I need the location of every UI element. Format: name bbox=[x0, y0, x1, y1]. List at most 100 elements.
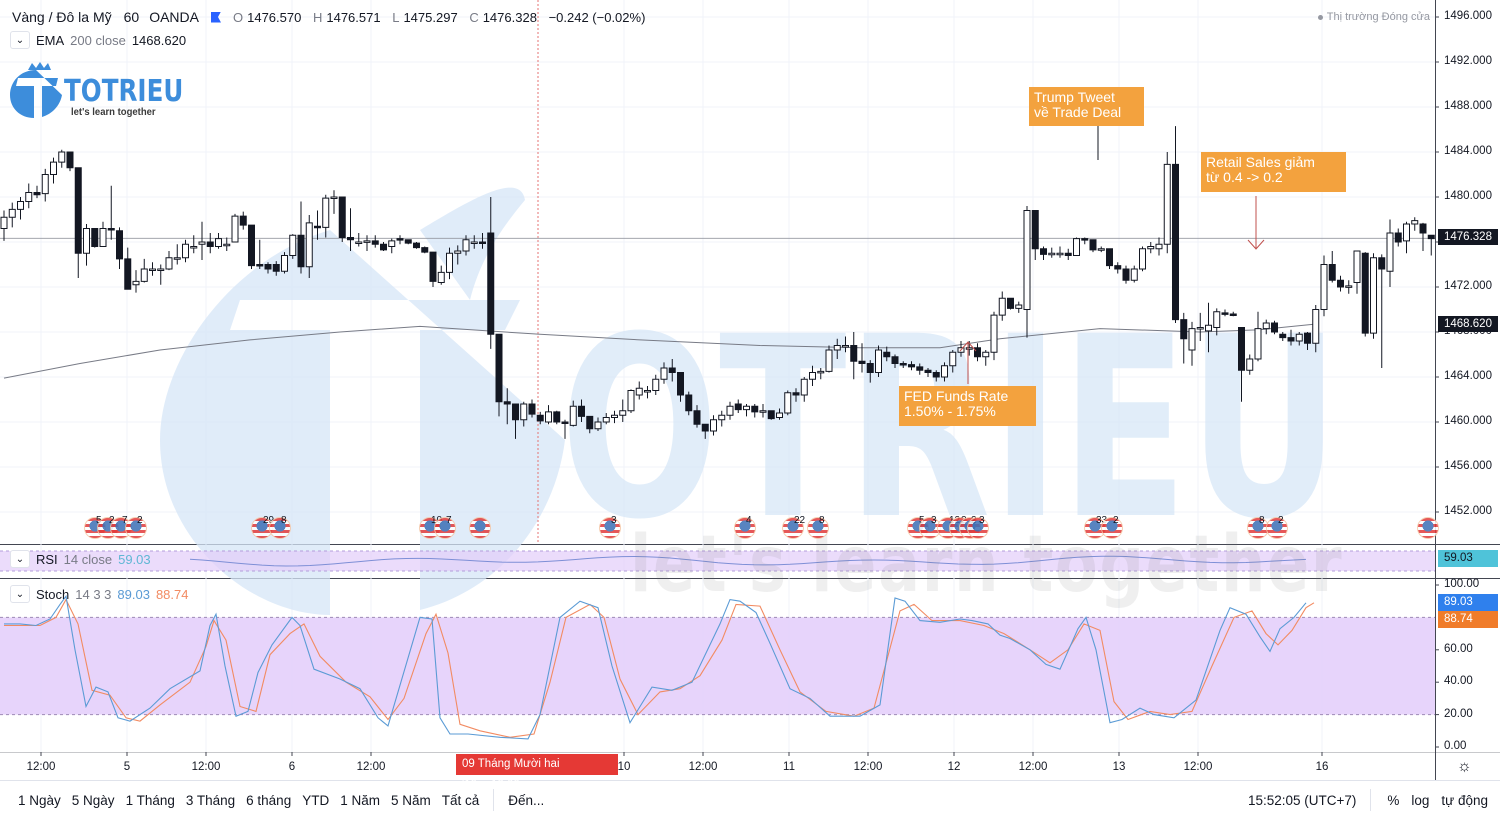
flag-icon[interactable] bbox=[210, 11, 221, 23]
ema-name[interactable]: EMA bbox=[36, 32, 65, 48]
us-flag-event-icon[interactable] bbox=[469, 517, 491, 539]
range-3-months[interactable]: 3 Tháng bbox=[185, 792, 236, 808]
range-6-months[interactable]: 6 tháng bbox=[246, 792, 292, 808]
range-ytd[interactable]: YTD bbox=[302, 792, 330, 808]
candle-up bbox=[1353, 250, 1361, 283]
symbol-name[interactable]: Vàng / Đô la Mỹ bbox=[12, 9, 112, 25]
us-flag-event-icon[interactable] bbox=[125, 517, 147, 539]
range-1-month[interactable]: 1 Tháng bbox=[125, 792, 175, 808]
range-1-day[interactable]: 1 Ngày bbox=[18, 792, 61, 808]
us-flag-event-icon[interactable] bbox=[734, 517, 756, 539]
time-axis-label: 12 bbox=[947, 761, 961, 773]
candle-down bbox=[272, 264, 280, 272]
candle-down bbox=[792, 392, 800, 396]
candle-up bbox=[842, 345, 849, 348]
us-flag-event-icon[interactable] bbox=[1417, 517, 1439, 539]
market-status-text: Thị trường Đóng cửa bbox=[1326, 11, 1430, 23]
candle-up bbox=[231, 215, 239, 243]
range-5-days[interactable]: 5 Ngày bbox=[71, 792, 115, 808]
clock[interactable]: 15:52:05 (UTC+7) bbox=[1247, 792, 1357, 808]
us-flag-event-icon[interactable] bbox=[599, 517, 621, 539]
candle-down bbox=[264, 264, 272, 270]
candle-down bbox=[1229, 313, 1237, 316]
candle-down bbox=[503, 401, 511, 405]
stoch-axis-tick: 100.00 bbox=[1444, 578, 1480, 590]
candle-up bbox=[388, 240, 396, 247]
candle-down bbox=[495, 333, 503, 403]
goto-date-button[interactable]: Đến... bbox=[508, 792, 545, 808]
bottom-toolbar: 1 Ngày 5 Ngày 1 Tháng 3 Tháng 6 tháng YT… bbox=[0, 780, 1500, 820]
candle-down bbox=[487, 232, 495, 335]
stoch-axis-tick: 40.00 bbox=[1444, 675, 1473, 688]
us-flag-event-icon[interactable] bbox=[1266, 517, 1288, 539]
candle-up bbox=[1097, 248, 1105, 251]
candle-up bbox=[0, 216, 8, 229]
brand-logo: TOTRIEU let's learn together bbox=[8, 62, 183, 122]
candle-up bbox=[454, 250, 462, 254]
time-axis-label: 12:00 bbox=[356, 761, 386, 773]
candle-up bbox=[644, 390, 651, 393]
candle-down bbox=[536, 414, 544, 422]
candle-up bbox=[833, 345, 841, 351]
annotation-fed-funds-rate[interactable]: FED Funds Rate 1.50% - 1.75% bbox=[899, 386, 1036, 426]
time-axis-label: 5 bbox=[123, 761, 131, 773]
candle-up bbox=[58, 151, 66, 163]
log-toggle[interactable]: log bbox=[1411, 792, 1430, 808]
candle-down bbox=[421, 247, 429, 253]
us-flag-event-icon[interactable] bbox=[1101, 517, 1123, 539]
annotation-line: Retail Sales giảm bbox=[1206, 154, 1315, 170]
annotation-line: về Trade Deal bbox=[1034, 104, 1122, 120]
change-value: −0.242 (−0.02%) bbox=[548, 9, 646, 25]
candle-up bbox=[726, 405, 734, 416]
rsi-name[interactable]: RSI bbox=[36, 551, 58, 567]
stoch-collapse-chevron-icon[interactable]: ⌄ bbox=[10, 585, 30, 603]
us-flag-event-icon[interactable] bbox=[782, 517, 804, 539]
price-axis-tick: 1484.000 bbox=[1444, 145, 1492, 157]
candle-down bbox=[1089, 239, 1097, 251]
us-flag-event-icon[interactable] bbox=[434, 517, 456, 539]
candle-down bbox=[297, 234, 305, 268]
logo-tagline: let's learn together bbox=[71, 107, 156, 118]
bottom-right-controls: 15:52:05 (UTC+7) % log tự động bbox=[1236, 780, 1488, 820]
percent-toggle[interactable]: % bbox=[1387, 792, 1400, 808]
candle-up bbox=[1155, 243, 1163, 250]
event-count: 8 bbox=[819, 515, 825, 526]
candle-up bbox=[652, 378, 660, 391]
low-value: 1475.297 bbox=[403, 9, 458, 25]
candle-down bbox=[248, 224, 255, 267]
candle-down bbox=[1031, 210, 1039, 250]
candle-up bbox=[1295, 333, 1303, 342]
event-count: 3 bbox=[979, 515, 985, 526]
rsi-collapse-chevron-icon[interactable]: ⌄ bbox=[10, 550, 30, 568]
us-flag-event-icon[interactable] bbox=[967, 517, 989, 539]
range-all[interactable]: Tất cả bbox=[441, 792, 480, 808]
ema-collapse-chevron-icon[interactable]: ⌄ bbox=[10, 31, 30, 49]
price-axis-tick: 1472.000 bbox=[1444, 280, 1492, 292]
annotation-retail-sales[interactable]: Retail Sales giảm từ 0.4 -> 0.2 bbox=[1201, 152, 1346, 192]
candle-down bbox=[1419, 223, 1427, 234]
us-flag-event-icon[interactable] bbox=[807, 517, 829, 539]
candle-up bbox=[8, 208, 16, 218]
candle-down bbox=[107, 228, 115, 231]
candle-down bbox=[239, 215, 247, 226]
candle-up bbox=[1320, 264, 1328, 310]
candle-down bbox=[578, 405, 585, 417]
candle-up bbox=[17, 201, 24, 210]
candle-down bbox=[586, 415, 594, 430]
annotation-trump-tweet[interactable]: Trump Tweet về Trade Deal bbox=[1029, 87, 1144, 126]
stoch-name[interactable]: Stoch bbox=[36, 586, 70, 602]
auto-scale-toggle[interactable]: tự động bbox=[1441, 792, 1488, 808]
symbol-interval[interactable]: 60 bbox=[123, 9, 140, 25]
range-1-year[interactable]: 1 Năm bbox=[340, 792, 380, 808]
settings-gear-icon[interactable]: ☼ bbox=[1457, 758, 1472, 775]
time-axis-label: 16 bbox=[1315, 761, 1329, 773]
candle-up bbox=[1130, 268, 1138, 281]
candle-down bbox=[1361, 252, 1369, 334]
event-count: 4 bbox=[746, 515, 752, 526]
range-5-years[interactable]: 5 Năm bbox=[390, 792, 431, 808]
candle-up bbox=[1254, 328, 1262, 360]
candle-down bbox=[561, 421, 569, 424]
us-flag-event-icon[interactable] bbox=[269, 517, 291, 539]
candle-down bbox=[883, 351, 891, 358]
